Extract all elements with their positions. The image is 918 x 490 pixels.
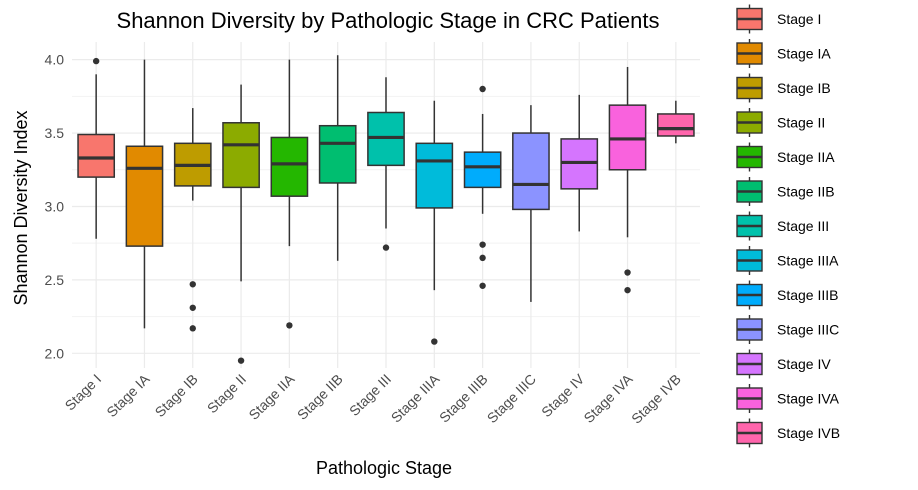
legend-label: Stage II: [777, 115, 825, 131]
x-tick-label: Stage IVA: [580, 370, 636, 426]
legend-item-stage-ii: Stage II: [736, 108, 825, 137]
box-stage-iiic: [512, 105, 550, 302]
box-stage-ii: [222, 84, 260, 364]
box-stage-iia: [270, 59, 309, 329]
legend-label: Stage IA: [777, 46, 831, 62]
x-tick-label: Stage IIB: [294, 371, 346, 423]
box-body: [656, 113, 695, 137]
box-stage-iii: [367, 77, 405, 251]
outlier-point: [237, 357, 245, 364]
outlier-point: [189, 281, 196, 288]
outlier-point: [189, 304, 196, 311]
y-tick-label: 2.5: [45, 272, 65, 288]
legend-label: Stage IIIB: [777, 287, 838, 303]
y-tick-label: 4.0: [45, 52, 65, 68]
x-tick-label: Stage IVB: [628, 371, 684, 427]
box-body: [125, 145, 164, 247]
x-tick-label: Stage IV: [538, 370, 588, 420]
chart-title: Shannon Diversity by Pathologic Stage in…: [117, 8, 660, 33]
outlier-point: [189, 325, 196, 332]
box-stage-iva: [608, 66, 647, 294]
outlier-point: [479, 241, 486, 248]
plot-boxes: [77, 55, 695, 364]
legend-item-stage-iv: Stage IV: [736, 349, 831, 379]
x-tick-label: Stage II: [204, 371, 249, 416]
box-stage-ia: [125, 59, 164, 329]
legend-label: Stage IVA: [777, 391, 840, 407]
x-tick-label: Stage IIIB: [436, 371, 491, 426]
legend-item-stage-ib: Stage IB: [736, 73, 831, 103]
x-tick-label: Stage IA: [103, 370, 153, 420]
outlier-point: [624, 286, 631, 294]
box-stage-iiia: [415, 100, 454, 345]
box-body: [318, 124, 357, 184]
box-stage-iib: [318, 55, 357, 261]
outlier-point: [286, 322, 293, 329]
legend-label: Stage IIB: [777, 184, 835, 200]
box-stage-iv: [560, 94, 599, 232]
outlier-point: [479, 85, 486, 93]
x-tick-label: Stage IIA: [245, 370, 298, 423]
legend-item-stage-ia: Stage IA: [736, 39, 831, 68]
legend-item-stage-ivb: Stage IVB: [736, 418, 840, 448]
box-body: [77, 133, 116, 178]
x-tick-label: Stage IIIA: [388, 370, 443, 425]
box-stage-ivb: [656, 100, 695, 144]
legend-label: Stage IIA: [777, 149, 835, 165]
box-body: [415, 142, 454, 209]
outlier-point: [382, 244, 390, 251]
legend-label: Stage IIIC: [777, 322, 839, 338]
legend-item-stage-iii: Stage III: [736, 211, 829, 241]
legend-item-stage-iiib: Stage IIIB: [736, 280, 838, 310]
x-tick-label: Stage IB: [152, 371, 201, 420]
legend: Stage I Stage IA Stage IB Stage II Stage IIA…: [736, 4, 840, 448]
legend-item-stage-i: Stage I: [736, 4, 821, 34]
outlier-point: [479, 282, 486, 289]
x-tick-label: Stage III: [346, 371, 394, 419]
box-body: [463, 151, 502, 189]
legend-label: Stage IIIA: [777, 253, 839, 269]
y-axis-title: Shannon Diversity Index: [11, 110, 31, 305]
y-tick-label: 3.0: [45, 198, 65, 214]
legend-label: Stage III: [777, 218, 829, 234]
legend-item-stage-iib: Stage IIB: [736, 177, 835, 206]
box-body: [222, 122, 260, 189]
outlier-point: [479, 254, 486, 262]
box-body: [512, 132, 550, 211]
outlier-point: [431, 338, 438, 345]
box-body: [270, 136, 309, 197]
legend-label: Stage IVB: [777, 425, 840, 441]
box-stage-iiib: [463, 85, 502, 289]
legend-item-stage-iia: Stage IIA: [736, 142, 835, 172]
x-tick-label: Stage I: [62, 371, 105, 414]
x-axis-title: Pathologic Stage: [316, 458, 452, 478]
legend-label: Stage IV: [777, 356, 831, 372]
box-stage-ib: [173, 108, 212, 332]
legend-label: Stage IB: [777, 80, 831, 96]
legend-item-stage-iiia: Stage IIIA: [736, 246, 839, 275]
y-tick-label: 2.0: [45, 345, 65, 361]
outlier-point: [92, 57, 100, 65]
outlier-point: [624, 269, 631, 276]
y-axis-ticks: 2.0 2.5 3.0 3.5 4.0: [45, 52, 65, 362]
y-tick-label: 3.5: [45, 125, 65, 141]
legend-label: Stage I: [777, 11, 821, 27]
box-stage-i: [77, 57, 116, 239]
legend-item-stage-iva: Stage IVA: [736, 384, 840, 413]
legend-item-stage-iiic: Stage IIIC: [736, 315, 839, 344]
x-tick-label: Stage IIIC: [484, 371, 539, 426]
